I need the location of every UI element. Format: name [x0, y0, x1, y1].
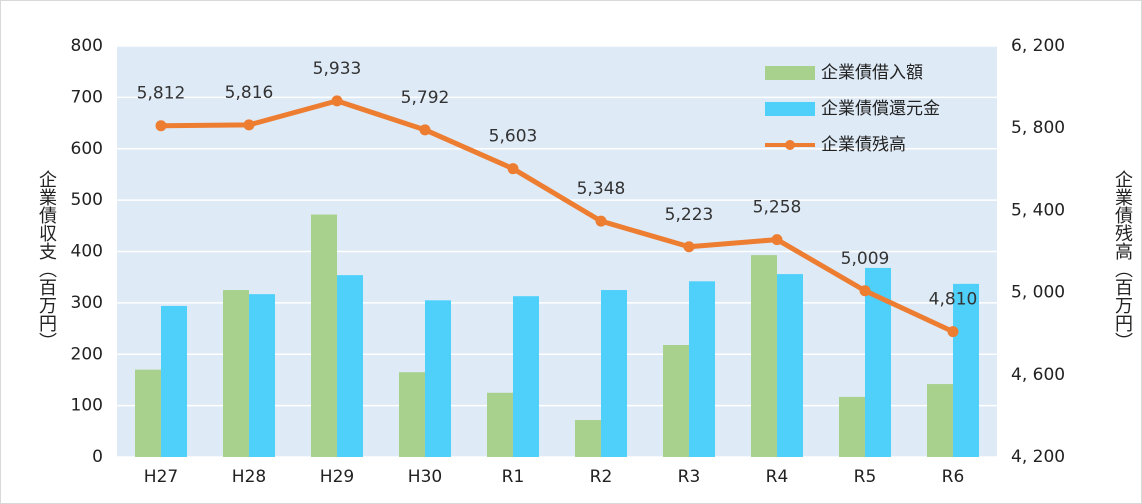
y-tick-label: 700 — [71, 87, 103, 107]
data-label: 5,348 — [577, 179, 626, 199]
x-tick-label: H30 — [408, 467, 442, 487]
line-marker — [419, 124, 431, 136]
x-tick-label: R2 — [590, 467, 613, 487]
bar — [223, 290, 249, 457]
bar — [425, 300, 451, 457]
legend-label: 企業債借入額 — [821, 63, 923, 83]
bar — [311, 214, 337, 457]
data-label: 5,603 — [489, 127, 538, 147]
x-tick-label: H29 — [320, 467, 354, 487]
y2-tick-label: 6, 200 — [1011, 36, 1065, 56]
bar — [575, 420, 601, 457]
y2-tick-label: 5, 400 — [1011, 200, 1065, 220]
x-tick-label: H27 — [144, 467, 178, 487]
line-marker — [243, 119, 255, 131]
line-marker — [859, 285, 871, 297]
y-tick-label: 600 — [71, 139, 103, 159]
x-tick-label: R1 — [502, 467, 525, 487]
bar — [663, 345, 689, 457]
bar — [927, 384, 953, 457]
y2-axis-label: 企業債残高（百万円） — [1112, 170, 1133, 350]
data-label: 5,933 — [313, 59, 362, 79]
legend-swatch — [765, 66, 815, 80]
y-tick-label: 800 — [71, 36, 103, 56]
bar — [953, 283, 979, 457]
line-marker — [155, 120, 167, 132]
bar — [399, 372, 425, 457]
y2-tick-label: 4, 200 — [1011, 447, 1065, 467]
x-tick-label: H28 — [232, 467, 266, 487]
bar — [337, 275, 363, 457]
line-marker — [947, 326, 959, 338]
y-tick-label: 0 — [92, 447, 103, 467]
line-marker — [331, 95, 343, 107]
line-marker — [771, 234, 783, 246]
bar — [751, 255, 777, 457]
y-tick-label: 100 — [71, 396, 103, 416]
y2-tick-label: 4, 600 — [1011, 365, 1065, 385]
line-marker — [683, 241, 695, 253]
y-tick-label: 300 — [71, 293, 103, 313]
line-marker — [595, 215, 607, 227]
legend-swatch — [785, 140, 795, 150]
legend-label: 企業債償還元金 — [821, 99, 940, 119]
x-tick-label: R6 — [942, 467, 965, 487]
data-label: 5,223 — [665, 205, 714, 225]
y2-tick-label: 5, 800 — [1011, 118, 1065, 138]
data-label: 5,812 — [137, 84, 186, 104]
bar — [601, 290, 627, 457]
bar — [487, 392, 513, 457]
bar — [513, 296, 539, 457]
y-axis-label: 企業債収支（百万円） — [36, 170, 57, 350]
y-tick-label: 200 — [71, 344, 103, 364]
bar — [135, 369, 161, 457]
x-tick-label: R5 — [854, 467, 877, 487]
x-tick-label: R4 — [766, 467, 789, 487]
legend-swatch — [765, 102, 815, 116]
bar — [689, 281, 715, 457]
bar — [161, 305, 187, 457]
line-marker — [507, 163, 519, 175]
y-tick-label: 400 — [71, 242, 103, 262]
y2-tick-label: 5, 000 — [1011, 283, 1065, 303]
legend-label: 企業債残高 — [821, 135, 906, 155]
data-label: 5,009 — [841, 249, 890, 269]
bar — [249, 294, 275, 457]
data-label: 4,810 — [929, 290, 978, 310]
data-label: 5,816 — [225, 83, 274, 103]
data-label: 5,792 — [401, 88, 450, 108]
bar — [777, 274, 803, 457]
bar — [839, 396, 865, 457]
y-tick-label: 500 — [71, 190, 103, 210]
data-label: 5,258 — [753, 198, 802, 218]
x-tick-label: R3 — [678, 467, 701, 487]
line — [160, 98, 955, 334]
